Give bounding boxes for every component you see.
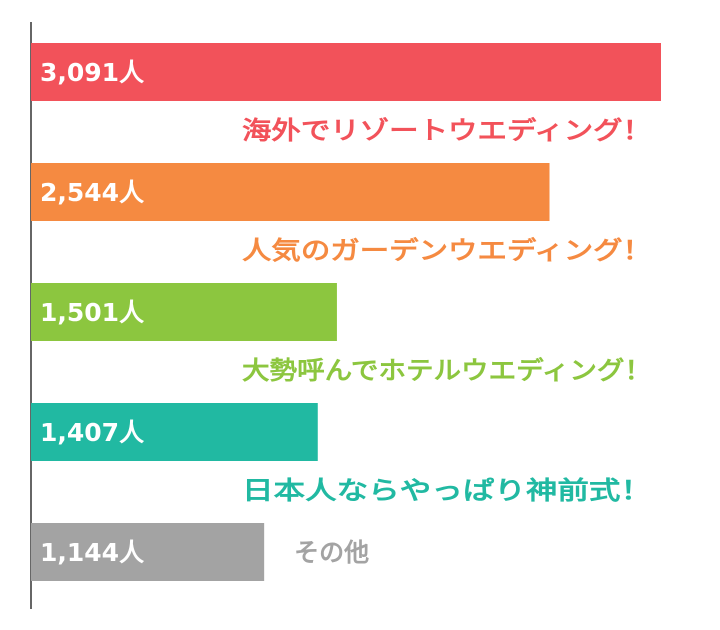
category-label: 大勢呼んでホテルウエディング！ bbox=[242, 356, 652, 385]
bar-value-label: 1,144人 bbox=[40, 538, 144, 567]
category-label: 日本人ならやっぱり神前式！ bbox=[242, 476, 652, 505]
bar-value-label: 1,407人 bbox=[40, 418, 144, 447]
category-label: その他 bbox=[294, 538, 369, 567]
bar-value-label: 1,501人 bbox=[40, 298, 144, 327]
bar-2 bbox=[31, 163, 550, 221]
bar-1 bbox=[31, 43, 661, 101]
bar-5 bbox=[31, 523, 265, 581]
category-label: 人気のガーデンウエディング！ bbox=[242, 236, 652, 265]
bar-value-label: 3,091人 bbox=[40, 58, 144, 87]
bar-value-label: 2,544人 bbox=[40, 178, 144, 207]
bar-3 bbox=[31, 283, 337, 341]
bar-4 bbox=[31, 403, 318, 461]
category-label: 海外でリゾートウエディング！ bbox=[242, 116, 652, 145]
